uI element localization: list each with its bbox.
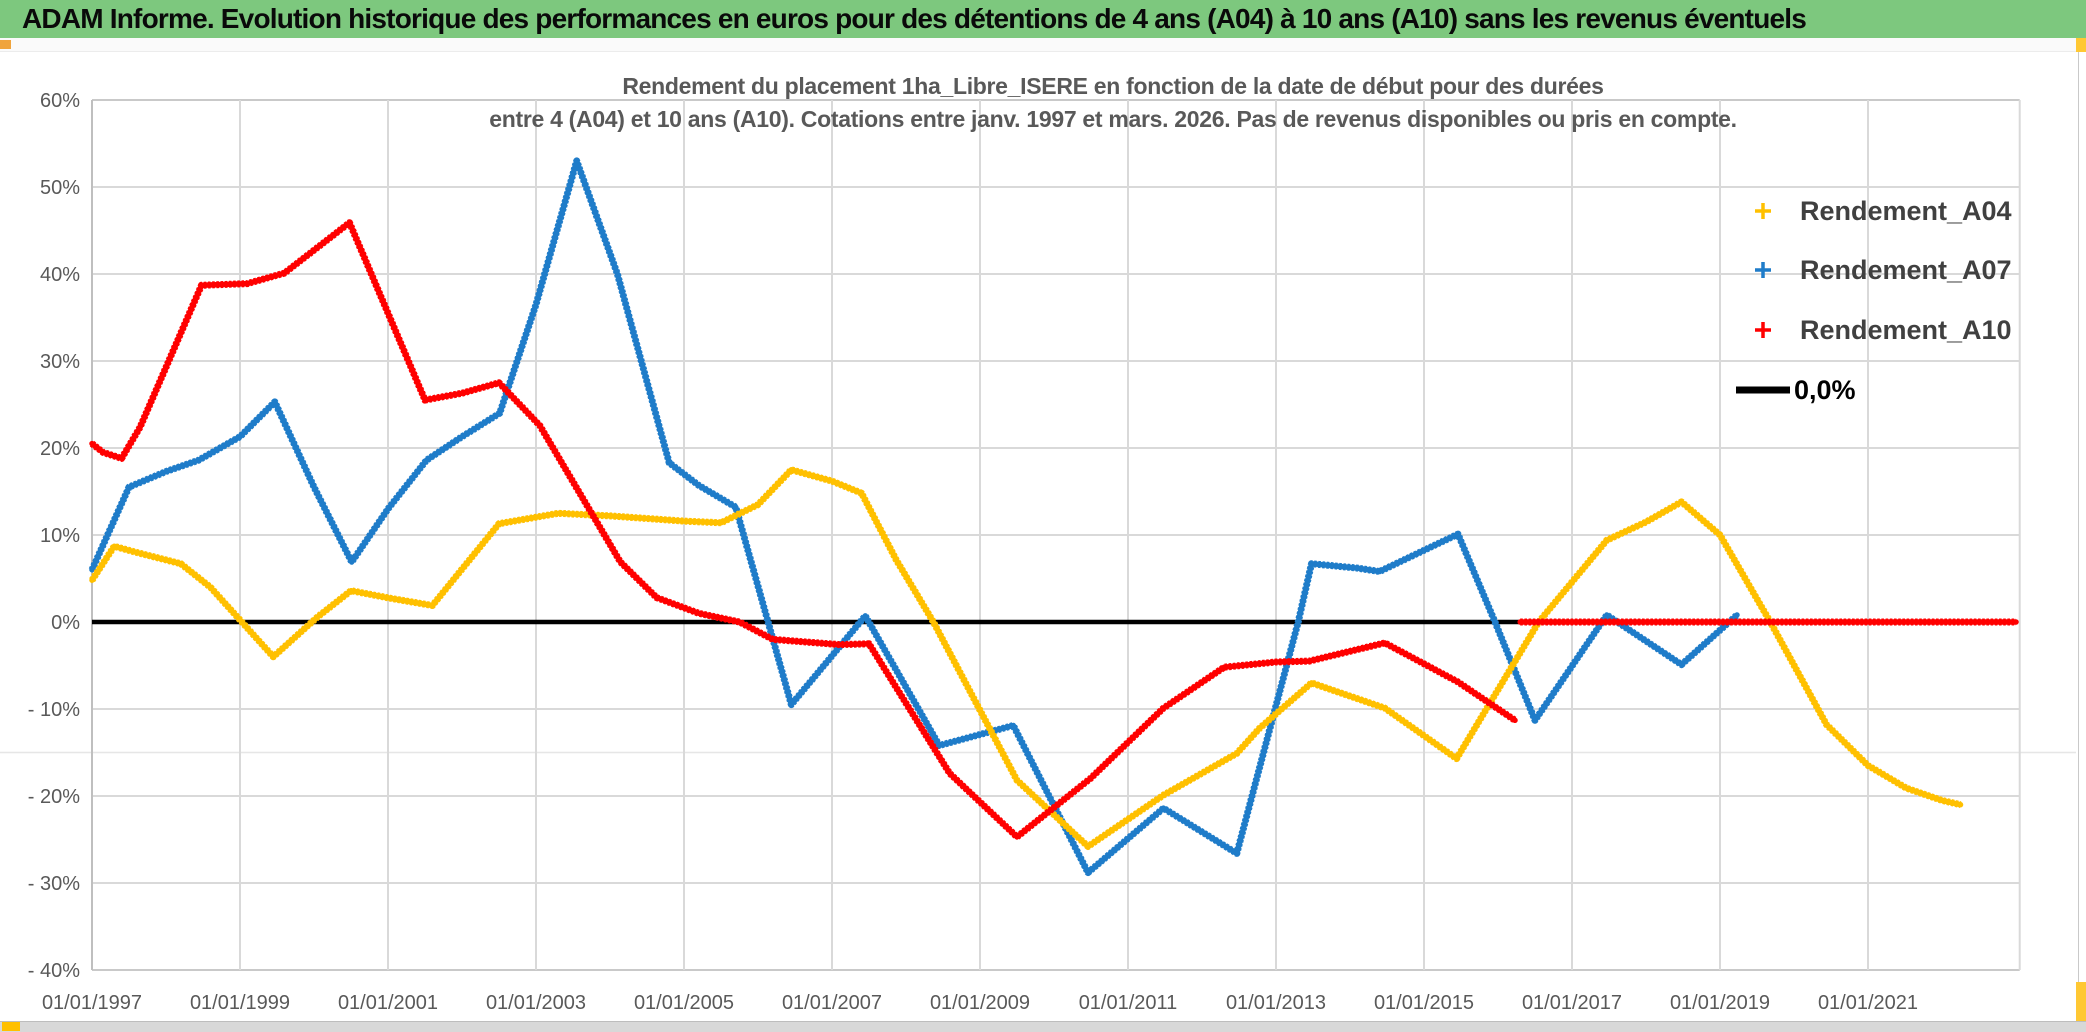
x-tick-label: 01/01/2017 <box>1522 992 1622 1014</box>
series-marker-texture-Rendement_A04 <box>89 466 1962 850</box>
legend-label: 0,0% <box>1794 375 1856 405</box>
series-lines <box>88 157 2019 877</box>
spreadsheet-row-strip <box>0 38 2086 52</box>
bottom-gray-band <box>0 1021 2086 1032</box>
x-tick-label: 01/01/2011 <box>1079 992 1178 1014</box>
axis-labels: 60% 50% 40% 30% 20% 10% 0% - 10% - 20% - 30% - 40%… <box>28 90 1918 1014</box>
y-tick-label: 40% <box>40 264 80 286</box>
x-tick-label: 01/01/2019 <box>1670 992 1770 1014</box>
x-tick-label: 01/01/2021 <box>1818 992 1918 1014</box>
legend-plus-marker-icon <box>1755 262 1771 278</box>
x-tick-label: 01/01/2015 <box>1374 992 1474 1014</box>
legend-plus-marker-icon <box>1755 203 1771 219</box>
legend-plus-marker-icon <box>1755 322 1771 338</box>
legend-item-rendementa10[interactable]: Rendement_A10 <box>1755 315 2012 345</box>
x-tick-label: 01/01/2013 <box>1226 992 1326 1014</box>
y-tick-label: 0% <box>51 612 80 634</box>
series-marker-texture-Rendement_A10 <box>89 219 1517 841</box>
series-line-Rendement_A07 <box>89 158 1740 876</box>
chart-object-border <box>2078 52 2079 1020</box>
y-tick-label: 60% <box>40 90 80 112</box>
orange-cell-accent <box>0 40 11 49</box>
y-tick-label: - 10% <box>28 699 80 721</box>
y-tick-label: 20% <box>40 438 80 460</box>
y-tick-label: 10% <box>40 525 80 547</box>
x-tick-label: 01/01/1999 <box>190 992 290 1014</box>
yellow-cell-accent-bottom-right <box>2076 982 2086 1022</box>
y-tick-label: - 40% <box>28 960 80 982</box>
series-line-Rendement_A10 <box>89 219 1518 840</box>
y-tick-label: 30% <box>40 351 80 373</box>
legend-item-rendementa07[interactable]: Rendement_A07 <box>1755 255 2012 285</box>
x-tick-label: 01/01/2001 <box>338 992 438 1014</box>
legend-item-rendementa04[interactable]: Rendement_A04 <box>1755 196 2012 226</box>
y-tick-label: - 30% <box>28 873 80 895</box>
title-bar: ADAM Informe. Evolution historique des p… <box>0 0 2086 38</box>
x-tick-label: 01/01/2009 <box>930 992 1030 1014</box>
gold-cell-accent-bottom-left <box>2 1022 20 1031</box>
legend-item-00[interactable]: 0,0% <box>1736 375 1856 405</box>
legend-label: Rendement_A07 <box>1800 255 2012 285</box>
gridlines <box>0 99 2076 971</box>
x-tick-label: 01/01/2005 <box>634 992 734 1014</box>
series-marker-texture-Rendement_A07 <box>88 157 1740 877</box>
yellow-cell-accent-top-right <box>2076 38 2086 52</box>
legend[interactable]: Rendement_A04 Rendement_A07 Rendement_A10 0… <box>1736 196 2012 405</box>
chart-title-line2: entre 4 (A04) et 10 ans (A10). Cotations… <box>489 106 1737 132</box>
x-tick-label: 01/01/2003 <box>486 992 586 1014</box>
y-tick-label: - 20% <box>28 786 80 808</box>
x-tick-label: 01/01/2007 <box>782 992 882 1014</box>
legend-label: Rendement_A04 <box>1800 196 2012 226</box>
page-title: ADAM Informe. Evolution historique des p… <box>22 3 1807 34</box>
legend-label: Rendement_A10 <box>1800 315 2012 345</box>
y-tick-label: 50% <box>40 177 80 199</box>
x-tick-label: 01/01/1997 <box>42 992 142 1014</box>
chart-title-line1: Rendement du placement 1ha_Libre_ISERE e… <box>622 73 1603 99</box>
